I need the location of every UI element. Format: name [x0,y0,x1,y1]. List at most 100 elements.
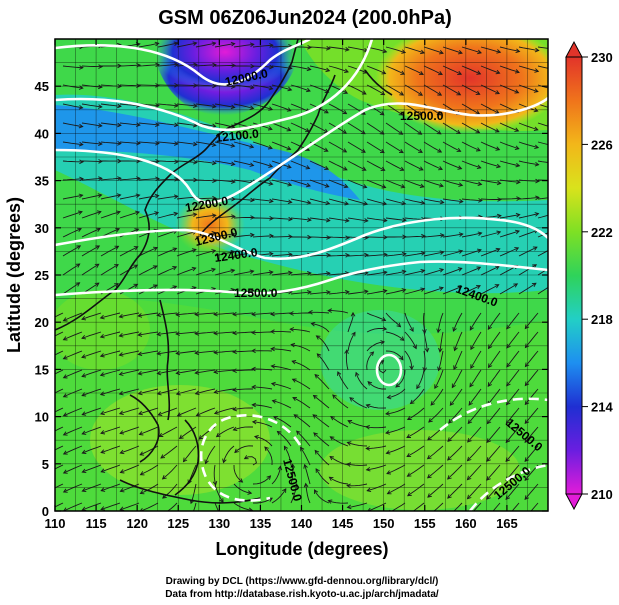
streamline [234,445,254,453]
streamline [119,350,140,356]
streamline [385,270,406,276]
wind-arrowhead [535,195,540,201]
wind-arrowhead [290,342,296,348]
wind-arrowhead [100,487,106,492]
wind-arrowhead [382,201,388,206]
wind-arrowhead [369,351,375,356]
wind-arrowhead [211,41,217,47]
wind-arrowhead [487,344,493,350]
streamline [119,84,141,87]
wind-arrowhead [269,233,274,239]
streamline [55,407,64,413]
wind-arrowhead [194,311,199,317]
streamline [385,65,405,75]
wind-arrowhead [231,84,236,89]
streamline [216,426,235,438]
streamline [349,397,368,409]
streamline [138,369,159,375]
wind-arrowhead [117,103,122,109]
wind-arrowhead [407,491,412,497]
wind-arrowhead [251,384,256,390]
streamline [183,445,197,462]
wind-arrowhead [114,245,120,250]
wind-arrowhead [486,476,491,481]
wind-arrowhead [287,199,293,205]
streamline [62,178,84,181]
wind-arrowhead [438,183,444,188]
streamline [386,464,406,475]
streamline [289,312,310,315]
wind-arrowhead [118,332,124,338]
wind-arrowhead [81,468,87,474]
streamline [290,291,311,295]
streamline [410,388,425,404]
wind-arrowhead [329,436,335,441]
streamline [195,214,216,219]
wind-arrowhead [495,69,501,75]
streamline [100,245,119,257]
wind-arrowhead [360,129,366,135]
wind-arrowhead [453,346,458,352]
streamline [480,248,500,257]
streamline [271,348,292,352]
wind-arrowhead [45,338,49,341]
streamline [480,284,499,295]
streamline [461,84,480,95]
streamline [157,230,178,238]
streamline [524,426,539,443]
streamline [367,502,387,511]
wind-arrowhead [288,252,293,257]
streamline [233,502,253,511]
streamline [309,217,330,222]
wind-arrowhead [231,63,236,68]
wind-arrowhead [249,42,255,47]
wind-arrowhead [211,267,217,273]
streamline [366,217,387,222]
wind-arrowhead [296,430,301,436]
wind-arrowhead [346,441,352,446]
streamline [423,84,442,96]
wind-arrowhead [137,332,143,337]
wind-arrowhead [286,146,292,151]
streamline [195,141,216,146]
streamline [100,228,120,238]
wind-arrowhead [475,110,481,115]
streamline [63,331,83,341]
streamline [407,464,425,477]
streamline [55,426,64,432]
streamline [214,369,235,373]
streamline [309,103,329,114]
streamline [404,269,425,276]
wind-arrowhead [97,123,103,128]
wind-arrowhead [78,141,84,147]
streamline [157,103,178,107]
streamline [337,371,349,390]
wind-arrowhead [324,88,330,94]
streamline [290,65,311,71]
wind-arrowhead [382,326,388,331]
streamline [404,46,425,54]
streamline [162,464,178,480]
wind-arrowhead [406,415,412,420]
wind-arrowhead [383,252,388,257]
wind-arrowhead [231,214,236,219]
streamline [157,42,178,48]
streamline [205,445,216,464]
streamline [347,312,354,333]
streamline [100,350,121,357]
streamline [157,212,178,219]
wind-arrowhead [553,212,557,216]
streamline [232,388,253,391]
streamline [499,247,519,257]
wind-arrowhead [305,165,311,170]
streamline [347,122,366,135]
contour-label: 12500.0 [234,286,278,300]
streamline [252,103,273,111]
streamline [366,351,374,371]
wind-arrowhead [363,201,369,206]
streamline [518,213,539,219]
streamline [461,160,481,169]
wind-arrowhead [505,457,511,463]
wind-arrowhead [516,196,521,201]
streamline [423,141,442,153]
